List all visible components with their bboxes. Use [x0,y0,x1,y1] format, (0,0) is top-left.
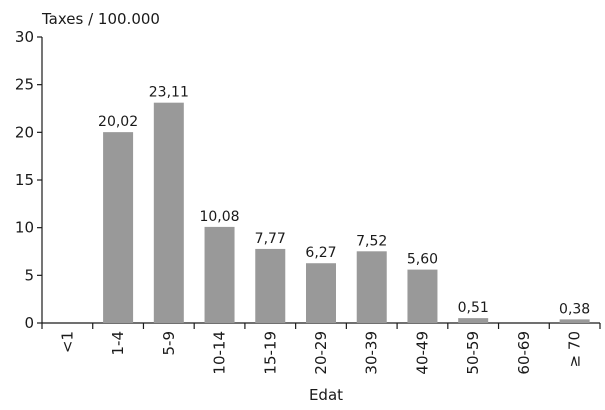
bar [103,132,134,323]
x-axis-title: Edat [309,386,343,404]
x-tick-label: ≥ 70 [566,331,584,367]
bar-value-label: 6,27 [305,245,336,261]
x-tick-label: 10-14 [211,331,229,375]
bar-value-label: 23,11 [149,85,189,101]
bar-value-label: 10,08 [199,209,239,225]
bar-value-label: 20,02 [98,114,138,130]
bar-value-label: 5,60 [407,252,438,268]
y-tick-label: 0 [24,314,34,332]
y-tick-label: 15 [15,171,34,189]
bar [306,263,336,323]
y-axis: 0 5 10 15 20 25 30 [15,28,43,332]
bar [458,318,489,323]
x-tick-label: 1-4 [109,331,127,356]
x-axis: <1 1-4 5-9 10-14 15-19 20-29 30-39 40-49 50-59 60… [41,322,601,375]
x-tick-label: <1 [58,331,76,353]
x-tick-label: 15-19 [261,331,279,375]
bar-value-label: 7,77 [255,231,286,247]
bar [255,248,286,323]
bar [407,269,438,323]
bar-value-label: 0,51 [458,300,489,316]
bar [559,319,590,323]
x-tick-label: 20-29 [312,331,330,375]
bar-value-label: 0,38 [559,301,590,317]
y-axis-title: Taxes / 100.000 [41,10,160,28]
y-tick-label: 10 [15,219,34,237]
x-tick-label: 30-39 [363,331,381,375]
x-tick-label: 5-9 [160,331,178,356]
y-tick-label: 30 [15,28,34,46]
x-tick-label: 50-59 [464,331,482,375]
x-tick-label: 60-69 [515,331,533,375]
bar-value-label: 7,52 [356,233,387,249]
bar [356,251,387,323]
y-tick-label: 5 [24,266,34,284]
value-labels: 20,02 23,11 10,08 7,77 6,27 7,52 5,60 0,51 0,38 [98,85,590,318]
bars [103,102,590,324]
y-tick-label: 25 [15,76,34,94]
bar [153,102,184,324]
y-tick-label: 20 [15,123,34,141]
x-tick-label: 40-49 [413,331,431,375]
bar [204,226,235,323]
